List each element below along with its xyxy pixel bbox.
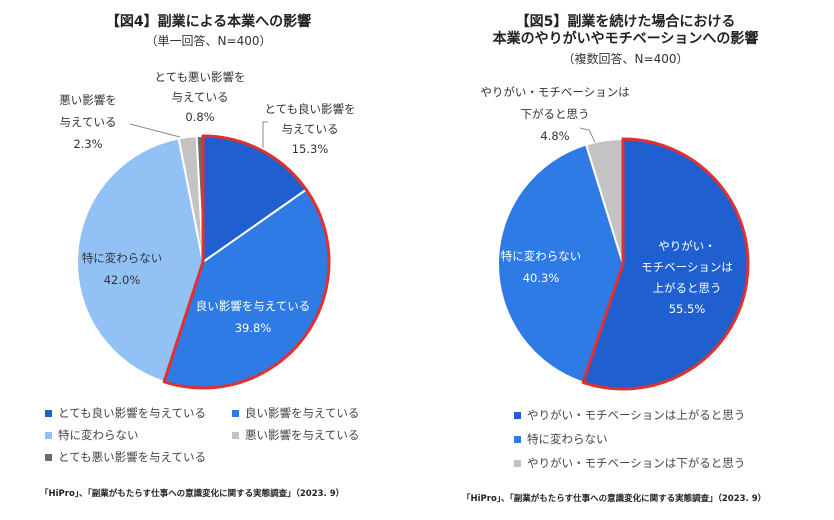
legend-swatch [514,411,521,419]
pie-data-label: 良い影響を与えている 39.8% [196,299,310,335]
legend-label: 特に変わらない [58,428,139,442]
pie-label-text: とても良い影響を [264,102,355,116]
legend-item: 良い影響を与えている [232,405,359,421]
pie-leader-line [262,121,268,148]
pie-label-text: 与えている [282,122,339,136]
pie-data-label: とても良い影響を与えている 15.3% [264,102,355,156]
legend-swatch [45,431,52,439]
pie-label-text: 与えている [60,115,117,129]
chart-title-right: 【図5】副業を続けた場合における 本業のやりがいやモチベーションへの影響 [417,14,834,48]
legend-item: やりがい・モチベーションは上がると思う [514,407,745,423]
footer-right: 「HiPro」、「副業がもたらす仕事への意識変化に関する実態調査」（2023. … [462,494,767,504]
legend-item: とても悪い影響を与えている [45,449,206,465]
pie-highlight-outline [162,134,331,390]
legend-label: やりがい・モチベーションは上がると思う [527,408,746,422]
pie-data-label: 特に変わらない 40.3% [501,249,582,285]
pie-label-text: 下がると思う [521,107,590,121]
pie-highlight-outline [581,137,750,391]
chart-subtitle-left: （単一回答、N=400） [145,34,272,48]
pie-label-text: 55.5% [669,302,706,316]
pie-label-text: 4.8% [540,129,569,143]
chart-panel-right: 【図5】副業を続けた場合における 本業のやりがいやモチベーションへの影響 （複数回… [417,0,834,520]
pie-label-text: 2.3% [73,137,102,151]
pie-label-text: 良い影響を与えている [196,299,310,313]
pie-label-text: 特に変わらない [501,249,582,263]
legend-label: とても悪い影響を与えている [58,450,207,464]
legend-swatch [514,435,521,443]
chart-title-right-line: 【図5】副業を続けた場合における [515,14,736,30]
pie-chart-left: とても良い影響を与えている15.3%良い影響を与えている39.8%特に変わらない… [59,70,356,390]
legend-label: とても良い影響を与えている [58,406,207,420]
pie-data-label: 特に変わらない 42.0% [82,251,163,287]
pie-data-label: 悪い影響を与えている 2.3% [59,93,117,151]
footer-left: 「HiPro」、「副業がもたらす仕事への意識変化に関する実態調査」（2023. … [40,489,345,499]
legend-item: 悪い影響を与えている [232,427,359,443]
chart-title-left: 【図4】副業による本業への影響 [105,14,312,30]
pie-label-text: 39.8% [235,321,272,335]
legend-label: 良い影響を与えている [245,406,360,420]
pie-label-text: やりがい・モチベーションは [480,85,629,99]
legend-item: 特に変わらない [45,427,139,443]
legend-label: 特に変わらない [527,432,608,446]
chart-subtitle-right: （複数回答、N=400） [562,52,689,66]
pie-label-text: 42.0% [104,273,141,287]
pie-label-text: とても悪い影響を [154,70,245,84]
pie-leader-line [129,123,181,138]
pie-label-text: 上がると思う [653,281,722,295]
pie-label-text: 特に変わらない [82,251,163,265]
legend-item: 特に変わらない [514,431,608,447]
pie-label-text: やりがい・ [658,239,716,253]
pie-label-text: モチベーションは [641,260,733,274]
pie-data-label: とても悪い影響を与えている 0.8% [154,70,245,124]
pie-slice [497,143,625,384]
chart-panel-left: 【図4】副業による本業への影響 （単一回答、N=400） とても良い影響を 与えて… [40,14,359,499]
pie-label-text: 0.8% [185,110,214,124]
legend-label: やりがい・モチベーションは下がると思う [527,456,746,470]
legend-swatch [232,409,239,417]
pie-leader-line [579,127,596,143]
pie-data-label: やりがい・モチベーションは上がると思う 55.5% [641,239,733,316]
pie-chart-right: やりがい・モチベーションは上がると思う55.5%特に変わらない40.3%やりがい… [480,85,750,391]
legend-item: とても良い影響を与えている [45,405,206,421]
pie-data-label: やりがい・モチベーションは下がると思う 4.8% [480,85,629,143]
chart-title-right-line: 本業のやりがいやモチベーションへの影響 [492,31,759,47]
pie-label-text: 与えている [172,90,229,104]
pie-label-text: 悪い影響を [59,93,117,107]
pie-slice [76,137,205,384]
legend-swatch [514,459,521,467]
legend-label: 悪い影響を与えている [245,428,360,442]
pie-label-text: 40.3% [523,271,560,285]
legend-swatch [45,409,52,417]
legend-item: やりがい・モチベーションは下がると思う [514,455,745,471]
legend-swatch [232,431,239,439]
pie-label-text: 15.3% [292,142,329,156]
legend-swatch [45,453,52,461]
